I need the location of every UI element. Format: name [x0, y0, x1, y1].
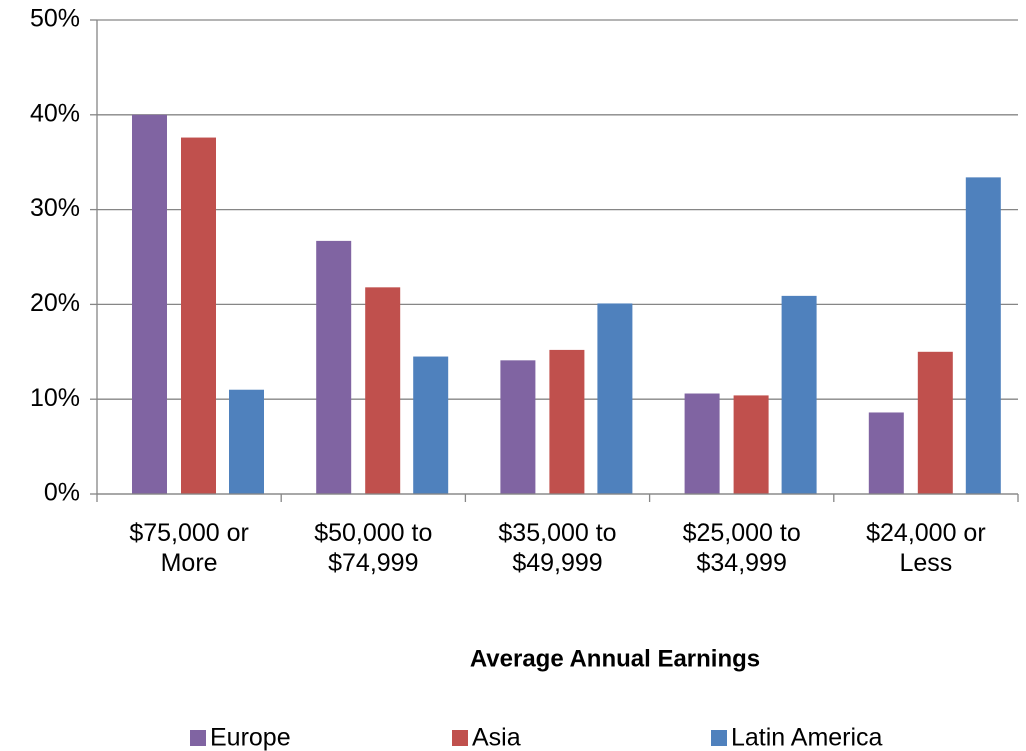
legend-swatch — [711, 730, 727, 746]
y-tick-label: 0% — [44, 479, 80, 507]
bar — [597, 303, 633, 494]
bar — [733, 395, 769, 494]
y-tick-label: 10% — [30, 384, 80, 412]
bar — [549, 349, 585, 494]
bar — [181, 137, 216, 494]
bar — [917, 351, 953, 494]
bar — [365, 287, 401, 494]
bar — [500, 360, 536, 494]
bar — [868, 412, 904, 494]
y-tick-label: 20% — [30, 289, 80, 317]
x-tick-label: $75,000 or More — [129, 519, 249, 577]
x-tick-label: $25,000 to $34,999 — [682, 519, 801, 577]
legend-swatch — [452, 730, 468, 746]
legend-label: Europe — [210, 724, 291, 751]
legend-swatch — [190, 730, 206, 746]
bar — [316, 240, 352, 494]
bar — [132, 114, 167, 495]
x-tick-label: $24,000 or Less — [866, 519, 986, 577]
y-tick-label: 30% — [30, 194, 80, 222]
x-tick-label: $50,000 to $74,999 — [314, 519, 433, 577]
bar — [413, 356, 449, 494]
bar — [684, 393, 720, 494]
legend-label: Latin America — [731, 724, 883, 751]
bar — [781, 295, 817, 494]
legend-label: Asia — [472, 724, 521, 751]
y-tick-label: 40% — [30, 99, 80, 127]
x-tick-label: $35,000 to $49,999 — [498, 519, 617, 577]
x-axis-title: Average Annual Earnings — [470, 645, 760, 672]
y-tick-label: 50% — [30, 5, 80, 33]
bar — [965, 177, 1001, 495]
bar — [229, 389, 264, 494]
